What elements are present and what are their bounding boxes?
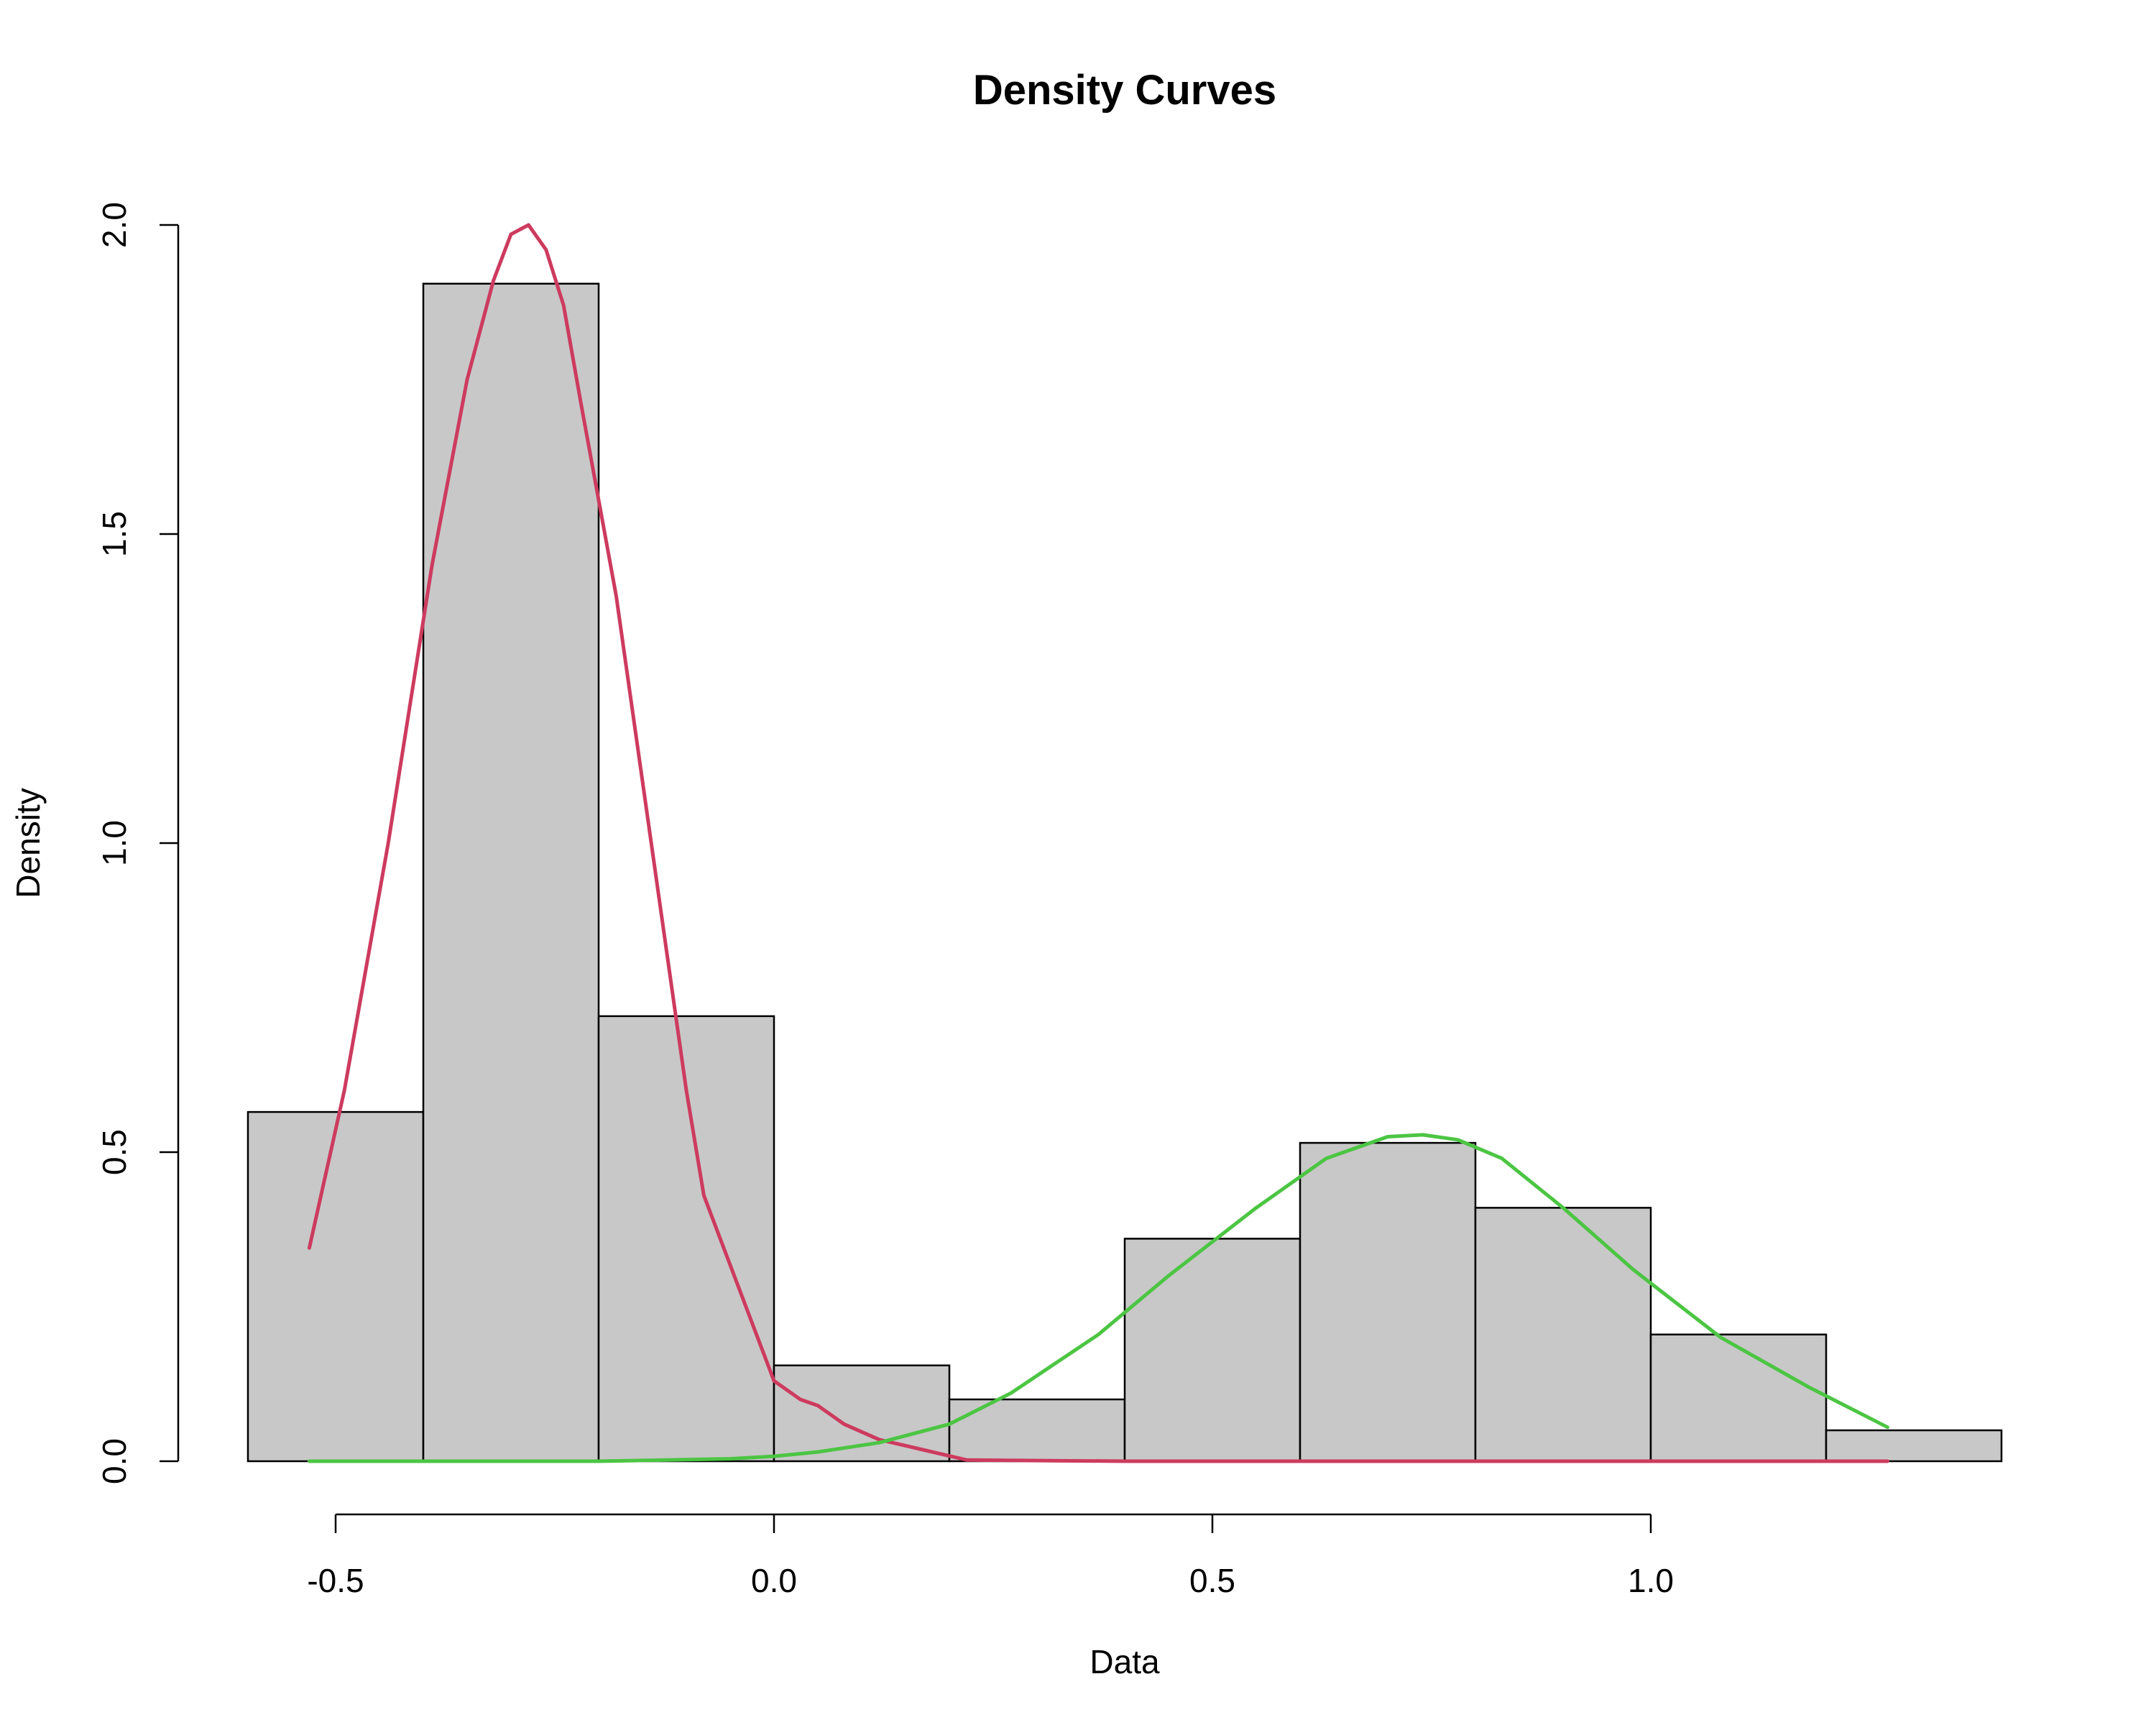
y-tick-label: 2.0: [96, 202, 133, 248]
density-curves: [307, 223, 1889, 1463]
histogram-bar: [1649, 1333, 1828, 1463]
y-axis: 0.0 0.5 1.0 1.5 2.0: [96, 202, 180, 1484]
density-curve-1: [307, 223, 1889, 1463]
y-tick-label: 0.5: [96, 1129, 133, 1175]
x-tick-label: 0.5: [1189, 1562, 1235, 1599]
y-tick-label: 1.5: [96, 511, 133, 557]
histogram-bars: [247, 282, 2003, 1463]
x-tick-label: 1.0: [1628, 1562, 1674, 1599]
histogram-bar: [247, 1110, 425, 1463]
y-tick-label: 1.0: [96, 820, 133, 866]
histogram-bar: [1825, 1429, 2003, 1463]
x-axis-label: Data: [1089, 1643, 1160, 1680]
y-tick-label: 0.0: [96, 1438, 133, 1484]
y-axis-label: Density: [9, 788, 47, 898]
x-axis: -0.5 0.0 0.5 1.0: [307, 1513, 1674, 1599]
x-tick-label: 0.0: [751, 1562, 797, 1599]
density-curve-2: [307, 1133, 1889, 1463]
histogram-bar: [422, 282, 600, 1463]
histogram-bar: [1474, 1207, 1652, 1463]
histogram-bar: [1299, 1141, 1477, 1463]
chart-title: Density Curves: [973, 67, 1276, 114]
histogram-bar: [1123, 1238, 1302, 1463]
histogram-bar: [948, 1398, 1126, 1463]
x-tick-label: -0.5: [307, 1562, 364, 1599]
